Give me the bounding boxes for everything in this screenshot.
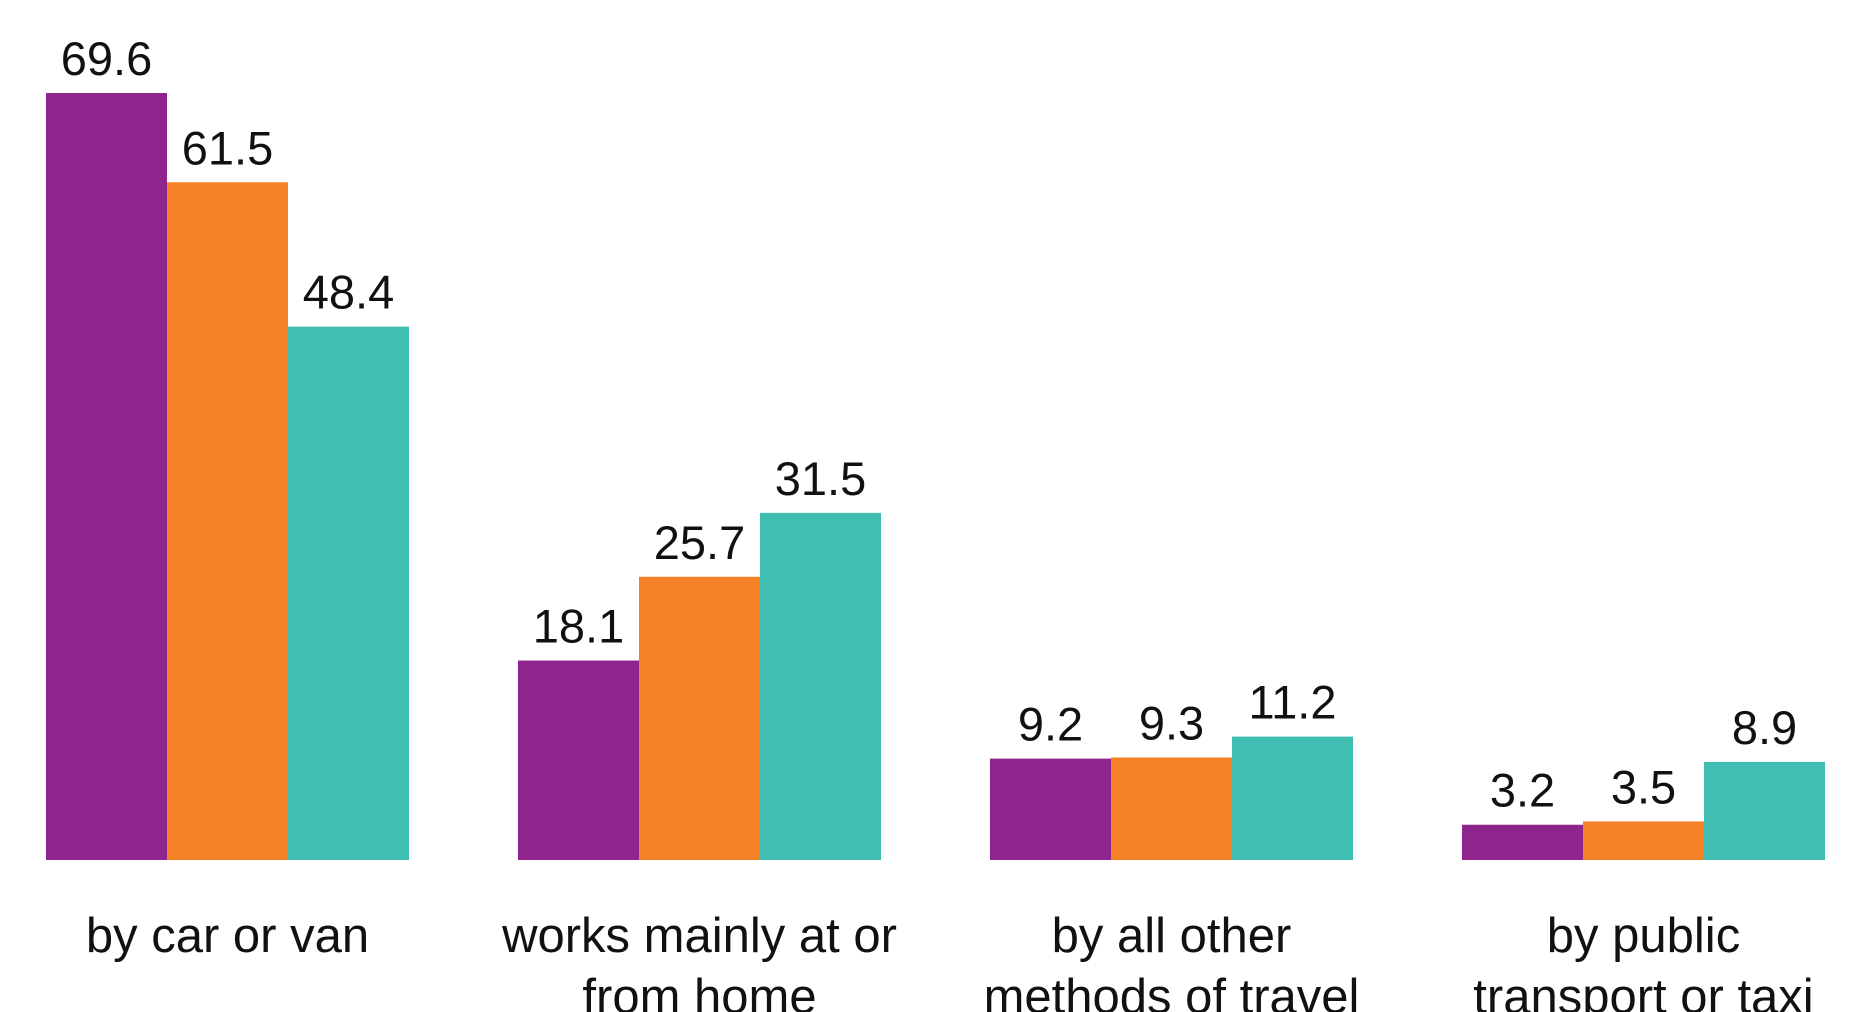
value-label-3-0: 3.2: [1490, 764, 1555, 817]
category-label-line: by public: [1547, 909, 1740, 963]
category-label-2: by all other methods of travel: [984, 909, 1360, 1012]
category-label-line: from home: [582, 970, 816, 1012]
category-label-0: by car or van: [86, 909, 369, 963]
value-labels-layer: 69.6 61.5 48.4 18.1 25.7 31.5 9.2 9.3 11.2 3.2 3.5…: [61, 32, 1797, 817]
category-labels-layer: by car or van works mainly at or from home…: [86, 909, 1814, 1012]
value-label-0-2: 48.4: [303, 266, 394, 319]
bars-layer: [46, 93, 1825, 860]
category-label-line: works mainly at or: [501, 909, 897, 963]
value-label-3-1: 3.5: [1611, 760, 1676, 813]
category-label-line: by car or van: [86, 909, 369, 963]
bar-3-2: [1704, 761, 1825, 860]
category-label-1: works mainly at or from home: [501, 909, 897, 1012]
bar-1-2: [760, 512, 881, 860]
value-label-2-0: 9.2: [1018, 698, 1083, 751]
value-label-1-0: 18.1: [533, 600, 624, 653]
bar-2-0: [990, 758, 1111, 860]
category-label-line: transport or taxi: [1473, 970, 1813, 1012]
category-label-line: methods of travel: [984, 970, 1360, 1012]
value-label-3-2: 8.9: [1732, 701, 1797, 754]
bar-1-1: [639, 576, 760, 860]
value-label-0-1: 61.5: [182, 121, 273, 174]
value-label-0-0: 69.6: [61, 32, 152, 85]
bar-1-0: [518, 660, 639, 860]
category-label-3: by public transport or taxi: [1473, 909, 1813, 1012]
bar-0-0: [46, 93, 167, 860]
bar-2-1: [1111, 757, 1232, 860]
value-label-1-2: 31.5: [775, 452, 866, 505]
bar-3-1: [1583, 821, 1704, 860]
bar-2-2: [1232, 736, 1353, 860]
value-label-1-1: 25.7: [654, 516, 745, 569]
value-label-2-1: 9.3: [1139, 697, 1204, 750]
category-label-line: by all other: [1052, 909, 1292, 963]
value-label-2-2: 11.2: [1249, 676, 1337, 729]
bar-3-0: [1462, 824, 1583, 860]
bar-0-1: [167, 182, 288, 860]
bar-0-2: [288, 326, 409, 860]
